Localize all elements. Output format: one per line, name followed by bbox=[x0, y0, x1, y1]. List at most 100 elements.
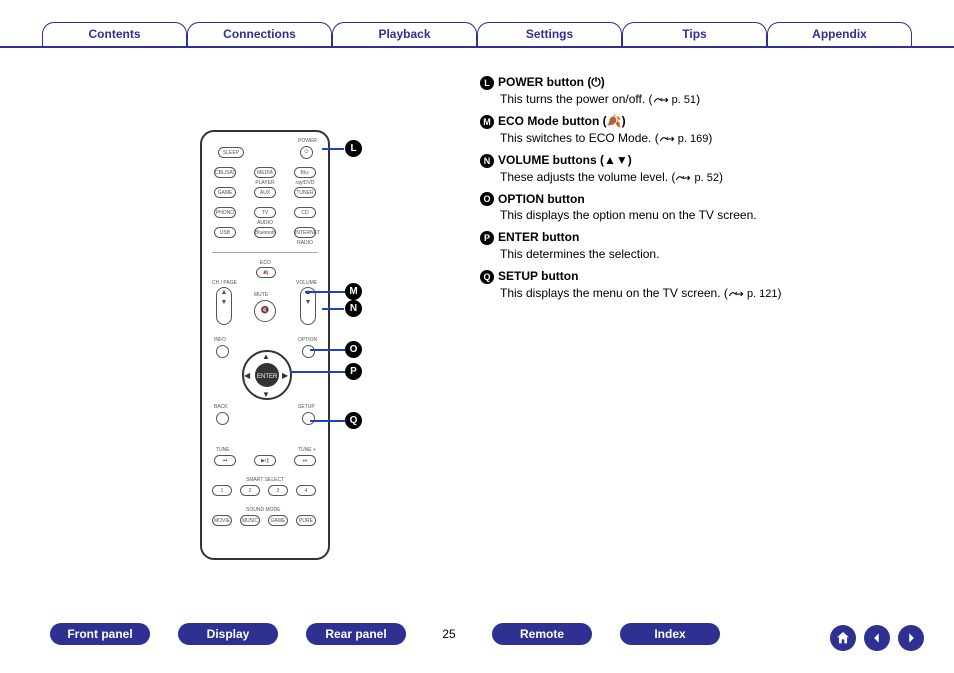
label-power: POWER bbox=[298, 138, 317, 144]
feature-badge: L bbox=[480, 76, 494, 90]
feature-title: PENTER button bbox=[480, 230, 880, 245]
dpad-down-icon: ▼ bbox=[262, 390, 270, 399]
feature-item: LPOWER button (⏻) This turns the power on… bbox=[480, 75, 880, 106]
callout-number: Q bbox=[345, 412, 362, 429]
src-cd: CD bbox=[294, 207, 316, 218]
btn-index[interactable]: Index bbox=[620, 623, 720, 645]
btn-option bbox=[302, 345, 315, 358]
feature-title: QSETUP button bbox=[480, 269, 880, 284]
smart-3: 3 bbox=[268, 485, 288, 496]
bottom-bar: Front panel Display Rear panel 25 Remote… bbox=[0, 619, 954, 649]
dpad-up-icon: ▲ bbox=[262, 352, 270, 361]
label-tune-minus: TUNE - bbox=[216, 447, 233, 453]
tab-contents[interactable]: Contents bbox=[42, 22, 187, 46]
sound-game: GAME bbox=[268, 515, 288, 526]
btn-mute: 🔇 bbox=[254, 300, 276, 322]
btn-eco: 🍂 bbox=[256, 267, 276, 278]
src-tuner: TUNER bbox=[294, 187, 316, 198]
page-ref-icon[interactable]: p. 169 bbox=[659, 133, 709, 145]
smart-4: 4 bbox=[296, 485, 316, 496]
tab-settings[interactable]: Settings bbox=[477, 22, 622, 46]
feature-body: This turns the power on/off. ( p. 51) bbox=[500, 92, 880, 106]
page-ref-icon[interactable]: p. 52 bbox=[675, 172, 719, 184]
callout-line bbox=[322, 308, 344, 310]
dpad-right-icon: ▶ bbox=[282, 371, 288, 380]
tab-tips[interactable]: Tips bbox=[622, 22, 767, 46]
feature-item: QSETUP button This displays the menu on t… bbox=[480, 269, 880, 300]
feature-item: OOPTION buttonThis displays the option m… bbox=[480, 192, 880, 223]
callout-line bbox=[322, 148, 344, 150]
label-info: INFO bbox=[214, 337, 226, 343]
feature-item: NVOLUME buttons (▲▼) These adjusts the vo… bbox=[480, 153, 880, 184]
btn-setup bbox=[302, 412, 315, 425]
btn-prev: ⏮ bbox=[214, 455, 236, 466]
btn-display[interactable]: Display bbox=[178, 623, 278, 645]
btn-front-panel[interactable]: Front panel bbox=[50, 623, 150, 645]
feature-badge: M bbox=[480, 115, 494, 129]
sound-movie: MOVIE bbox=[212, 515, 232, 526]
src-media: MEDIA PLAYER bbox=[254, 167, 276, 178]
btn-playpause: ▶/∥ bbox=[254, 455, 276, 466]
btn-volume: ▲▼ bbox=[300, 287, 316, 325]
feature-body: These adjusts the volume level. ( p. 52) bbox=[500, 170, 880, 184]
tab-appendix[interactable]: Appendix bbox=[767, 22, 912, 46]
btn-rear-panel[interactable]: Rear panel bbox=[306, 623, 406, 645]
src-cblsat: CBL/SAT bbox=[214, 167, 236, 178]
tab-playback[interactable]: Playback bbox=[332, 22, 477, 46]
feature-badge: O bbox=[480, 192, 494, 206]
label-setup: SETUP bbox=[298, 404, 315, 410]
feature-item: MECO Mode button (🍂) This switches to ECO… bbox=[480, 114, 880, 145]
feature-title: LPOWER button (⏻) bbox=[480, 75, 880, 90]
smart-2: 2 bbox=[240, 485, 260, 496]
callout-number: O bbox=[345, 341, 362, 358]
tab-connections[interactable]: Connections bbox=[187, 22, 332, 46]
btn-remote[interactable]: Remote bbox=[492, 623, 592, 645]
sound-music: MUSIC bbox=[240, 515, 260, 526]
label-back: BACK bbox=[214, 404, 228, 410]
feature-item: PENTER button This determines the selecti… bbox=[480, 230, 880, 261]
remote-illustration: POWER ⏻ SLEEP CBL/SAT MEDIA PLAYER Blu-r… bbox=[200, 130, 335, 580]
callout-line bbox=[290, 371, 345, 373]
feature-badge: Q bbox=[480, 270, 494, 284]
callout-number: M bbox=[345, 283, 362, 300]
callout-line bbox=[310, 349, 345, 351]
page-ref-icon[interactable]: p. 51 bbox=[653, 94, 697, 106]
home-icon[interactable] bbox=[830, 625, 856, 651]
src-game: GAME bbox=[214, 187, 236, 198]
label-tune-plus: TUNE + bbox=[298, 447, 316, 453]
btn-next: ⏭ bbox=[294, 455, 316, 466]
next-page-icon[interactable] bbox=[898, 625, 924, 651]
src-tvaudio: TV AUDIO bbox=[254, 207, 276, 218]
feature-title: MECO Mode button (🍂) bbox=[480, 114, 880, 129]
btn-power: ⏻ bbox=[300, 146, 313, 159]
dpad-left-icon: ◀ bbox=[244, 371, 250, 380]
page-number: 25 bbox=[434, 627, 464, 641]
callout-line bbox=[310, 420, 345, 422]
sound-pure: PURE bbox=[296, 515, 316, 526]
label-smart: SMART SELECT bbox=[246, 477, 284, 483]
prev-page-icon[interactable] bbox=[864, 625, 890, 651]
label-volume: VOLUME bbox=[296, 280, 317, 286]
callout-number: N bbox=[345, 300, 362, 317]
nav-icons bbox=[830, 625, 924, 651]
feature-list: LPOWER button (⏻) This turns the power on… bbox=[480, 75, 880, 308]
feature-body: This displays the menu on the TV screen.… bbox=[500, 286, 880, 300]
label-sound: SOUND MODE bbox=[246, 507, 280, 513]
feature-body: This determines the selection. bbox=[500, 247, 880, 261]
label-chpage: CH / PAGE bbox=[212, 280, 237, 286]
src-usb: USB bbox=[214, 227, 236, 238]
page-ref-icon[interactable]: p. 121 bbox=[728, 288, 778, 300]
smart-1: 1 bbox=[212, 485, 232, 496]
callout-number: P bbox=[345, 363, 362, 380]
src-phono: PHONO bbox=[214, 207, 236, 218]
src-bt: Bluetooth bbox=[254, 227, 276, 238]
src-iradio: INTERNET RADIO bbox=[294, 227, 316, 238]
btn-chpage: ▲▼ bbox=[216, 287, 232, 325]
feature-title: NVOLUME buttons (▲▼) bbox=[480, 153, 880, 168]
feature-body: This switches to ECO Mode. ( p. 169) bbox=[500, 131, 880, 145]
top-tabs: Contents Connections Playback Settings T… bbox=[0, 18, 954, 48]
src-aux: AUX bbox=[254, 187, 276, 198]
remote-body: POWER ⏻ SLEEP CBL/SAT MEDIA PLAYER Blu-r… bbox=[200, 130, 330, 560]
feature-badge: P bbox=[480, 231, 494, 245]
btn-enter: ENTER bbox=[255, 363, 279, 387]
